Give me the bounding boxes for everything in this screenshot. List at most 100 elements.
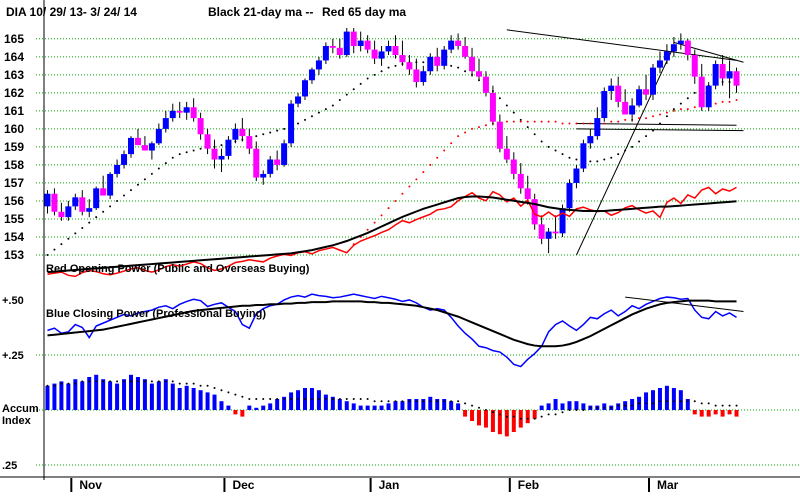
candle-body (559, 208, 566, 234)
candle-body (176, 110, 183, 113)
accum-ma-dot (589, 406, 592, 409)
accum-ma-dot (366, 398, 369, 400)
ma65-dot (401, 192, 404, 195)
ma21-dot (575, 158, 578, 161)
accum-ma-dot (67, 382, 70, 385)
candle-body (719, 64, 726, 79)
candle-body (114, 164, 121, 174)
accum-ma-dot (471, 404, 474, 407)
accum-ma-dot (255, 398, 258, 400)
candle-body (629, 105, 636, 115)
accum-bar (428, 396, 433, 410)
accum-ma-dot (679, 400, 682, 403)
candle-body (281, 143, 288, 165)
accum-bar (254, 407, 259, 410)
accum-tick-label: +.25 (2, 350, 24, 362)
candle-body (79, 197, 86, 212)
candle-body (462, 46, 469, 57)
accum-ma-dot (178, 382, 181, 385)
accum-ma-dot (116, 380, 119, 383)
candle-body (650, 67, 656, 95)
candle-body (510, 159, 517, 174)
candle-body (524, 188, 531, 200)
accum-bar (414, 399, 419, 410)
ma65-dot (450, 142, 453, 145)
ma65-dot (554, 120, 557, 123)
candle-body (197, 118, 204, 135)
accum-bar (330, 396, 335, 410)
accum-ma-dot (304, 398, 306, 400)
candle-body (469, 56, 476, 72)
accum-ma-dot (171, 380, 174, 383)
ma21-dot (136, 183, 139, 186)
accum-ma-dot (484, 409, 487, 411)
accum-bar (644, 392, 649, 410)
accum-bar (400, 401, 405, 410)
accum-ma-dot (213, 387, 216, 389)
ma21-dot (276, 129, 279, 132)
chart-title: DIA 10/ 29/ 13- 3/ 24/ 14 (6, 5, 137, 19)
ma21-dot (199, 147, 202, 150)
accum-bar (94, 374, 99, 410)
accum-bar (372, 405, 377, 410)
accum-bar (323, 394, 328, 410)
candle-body (267, 159, 274, 174)
accum-bar (66, 383, 71, 410)
accum-bar (713, 410, 718, 415)
accum-bar (205, 392, 210, 410)
price-tick-label: 161 (4, 104, 24, 118)
accum-ma-dot (422, 400, 425, 403)
accum-axis-label: Accum Index (2, 403, 39, 427)
candle-body (413, 69, 420, 83)
accum-bar (553, 399, 558, 410)
blue-closing-power-label: Blue Closing Power (Professional Buying) (46, 308, 266, 320)
ma65-dot (457, 135, 460, 138)
price-tick-label: 157 (4, 176, 24, 190)
candle-body (615, 85, 622, 102)
price-tick-label: 164 (4, 50, 24, 64)
accum-ma-dot (123, 380, 126, 383)
candle-body (232, 128, 239, 140)
ma21-dot (672, 108, 675, 111)
accum-ma-dot (262, 398, 265, 400)
candle-body (434, 56, 441, 66)
accum-ma-dot (540, 415, 543, 418)
candle-body (100, 188, 107, 196)
candle-body (670, 44, 677, 52)
ma21-dot (540, 140, 543, 143)
candle-body (448, 40, 455, 50)
accum-bar (720, 410, 725, 417)
ma21-dot (568, 156, 571, 159)
accum-ma-dot (693, 400, 696, 403)
accum-bar (358, 405, 363, 410)
accum-ma-dot (561, 411, 564, 414)
accum-ma-dot (276, 398, 279, 400)
ma65-dot (464, 131, 467, 134)
accum-ma-dot (491, 411, 494, 414)
price-tick-label: 162 (4, 86, 24, 100)
candle-body (343, 31, 350, 56)
ma21-dot (262, 133, 265, 136)
accum-ma-dot (582, 409, 585, 411)
accum-bar (727, 410, 732, 415)
candle-body (121, 154, 128, 165)
accum-ma-dot (74, 382, 77, 385)
accum-bar (435, 399, 440, 410)
candle-body (684, 40, 691, 56)
accum-ma-dot (714, 404, 717, 407)
candle-body (622, 101, 629, 115)
accum-ma-dot (498, 413, 501, 416)
candle-body (225, 139, 232, 156)
accum-ma-dot (610, 406, 613, 409)
accum-bar (560, 403, 565, 410)
ma65-dot (624, 118, 627, 121)
ma65-dot (589, 122, 592, 125)
candle-body (86, 208, 93, 212)
ma21-dot (526, 126, 529, 129)
ma21-dot (533, 133, 536, 136)
ma21-dot (164, 162, 167, 165)
candle-body (733, 71, 740, 86)
candle-body (246, 136, 253, 149)
candle-body (169, 110, 176, 119)
ma65-dot (575, 122, 578, 125)
